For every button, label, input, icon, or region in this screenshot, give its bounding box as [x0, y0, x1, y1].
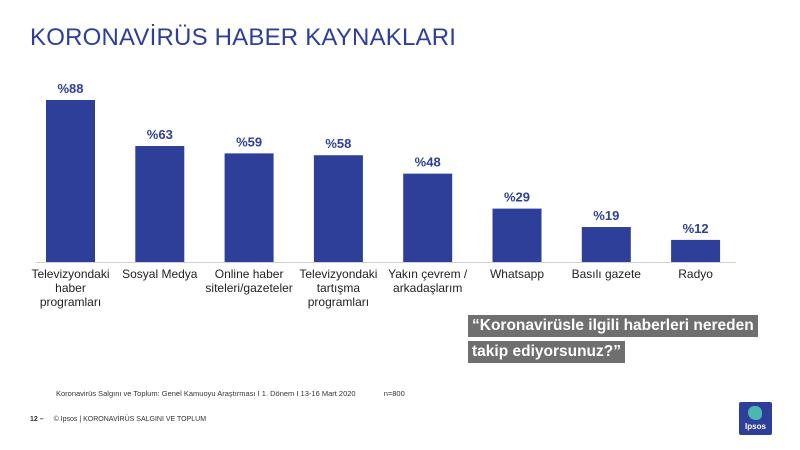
category-label-line: Televizyondaki — [31, 267, 109, 281]
ipsos-logo: Ipsos — [739, 402, 772, 435]
logo-text: Ipsos — [745, 422, 766, 431]
category-label-7: Radyo — [678, 267, 713, 281]
data-label-4: %48 — [415, 155, 441, 170]
category-label-line: haber — [55, 281, 86, 295]
bar-0 — [46, 100, 95, 262]
category-label-line: Radyo — [678, 267, 713, 281]
source-note: Koronavirüs Salgını ve Toplum: Genel Kam… — [56, 389, 405, 398]
survey-question: “Koronavirüsle ilgili haberleri nereden … — [468, 315, 788, 367]
question-line-2: takip ediyorsunuz?” — [468, 341, 625, 363]
category-label-line: Televizyondaki — [299, 267, 377, 281]
category-label-2: Online haber siteleri/gazeteler — [205, 267, 292, 295]
category-label-1: Sosyal Medya — [122, 267, 198, 281]
category-label-line: tartışma — [317, 281, 361, 295]
category-label-line: Yakın çevrem / — [388, 267, 468, 281]
category-label-line: Online haber — [215, 267, 284, 281]
category-label-line: siteleri/gazeteler — [205, 281, 292, 295]
category-label-line: Sosyal Medya — [122, 267, 198, 281]
bar-3 — [313, 155, 363, 262]
data-label-5: %29 — [504, 190, 530, 205]
bar-6 — [581, 227, 631, 262]
category-label-line: programları — [40, 295, 101, 309]
data-label-3: %58 — [325, 136, 351, 151]
page-number: 12 – — [30, 416, 44, 423]
category-label-0: Televizyondaki haber programları — [31, 267, 109, 309]
category-label-line: arkadaşlarım — [393, 281, 462, 295]
data-label-6: %19 — [593, 208, 619, 223]
data-label-0: %88 — [57, 81, 83, 96]
data-label-7: %12 — [683, 221, 709, 236]
bar-5 — [492, 208, 542, 262]
source-text: Koronavirüs Salgını ve Toplum: Genel Kam… — [56, 389, 356, 398]
footer-text: © Ipsos | KORONAVİRÜS SALGINI VE TOPLUM — [53, 416, 207, 423]
sample-size: n=800 — [383, 389, 405, 398]
footer: 12 – © Ipsos | KORONAVİRÜS SALGINI VE TO… — [30, 416, 206, 423]
category-label-line: programları — [308, 295, 369, 309]
page-title: KORONAVİRÜS HABER KAYNAKLARI — [30, 24, 457, 51]
bar-2 — [224, 153, 274, 262]
question-line-1: “Koronavirüsle ilgili haberleri nereden — [468, 315, 758, 337]
category-label-4: Yakın çevrem / arkadaşlarım — [388, 267, 468, 295]
category-label-6: Basılı gazete — [572, 267, 642, 281]
bar-1 — [135, 146, 185, 262]
category-label-line: Whatsapp — [490, 267, 544, 281]
category-label-5: Whatsapp — [490, 267, 544, 281]
data-label-1: %63 — [147, 127, 173, 142]
logo-mark-icon — [748, 406, 762, 420]
bar-4 — [403, 173, 453, 262]
category-label-line: Basılı gazete — [572, 267, 642, 281]
bar-7 — [671, 239, 721, 262]
category-label-3: Televizyondaki tartışma programları — [299, 267, 377, 309]
data-label-2: %59 — [236, 134, 262, 149]
